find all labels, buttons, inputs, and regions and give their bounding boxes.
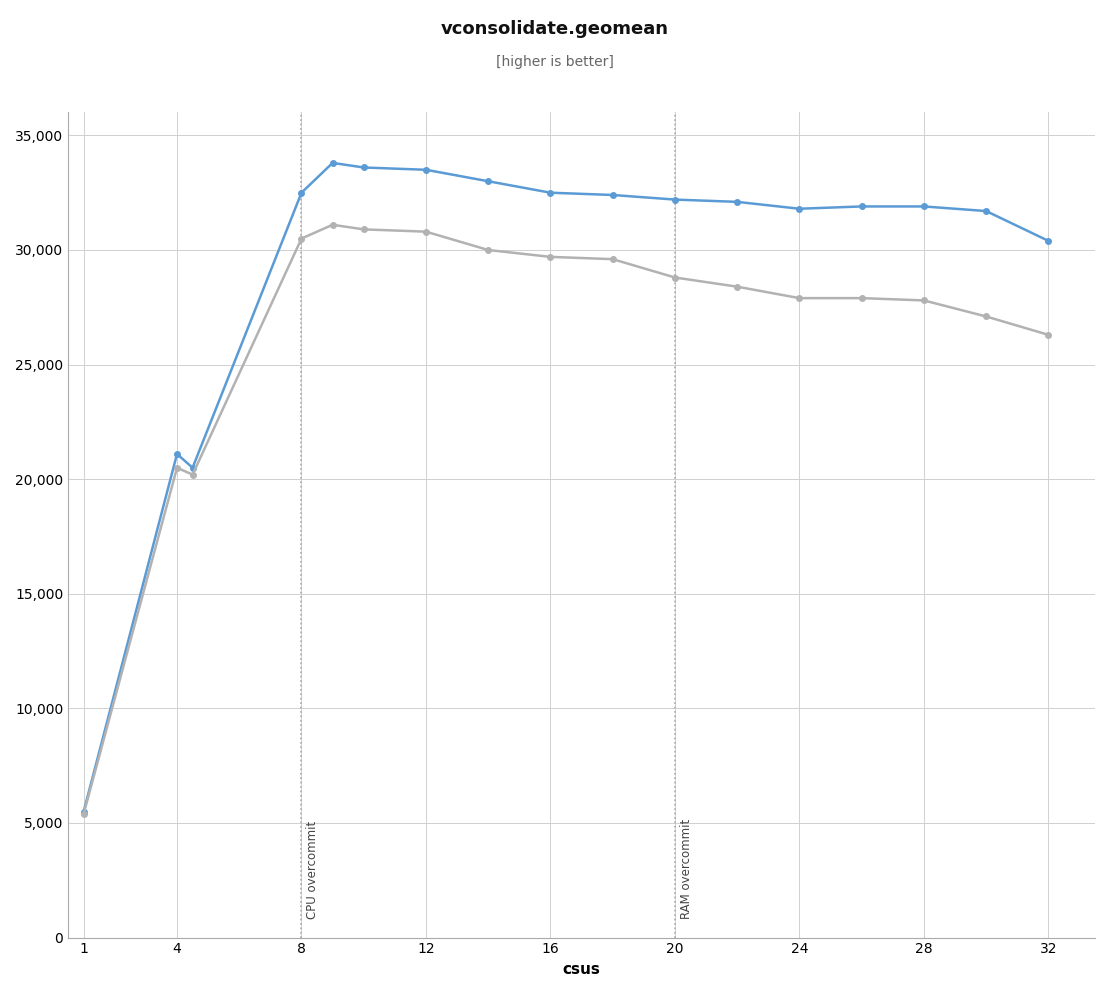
Text: RAM overcommit: RAM overcommit	[679, 819, 693, 920]
Text: CPU overcommit: CPU overcommit	[306, 821, 320, 920]
X-axis label: csus: csus	[563, 962, 601, 977]
Text: [higher is better]: [higher is better]	[496, 55, 614, 68]
Text: vconsolidate.geomean: vconsolidate.geomean	[441, 20, 669, 38]
